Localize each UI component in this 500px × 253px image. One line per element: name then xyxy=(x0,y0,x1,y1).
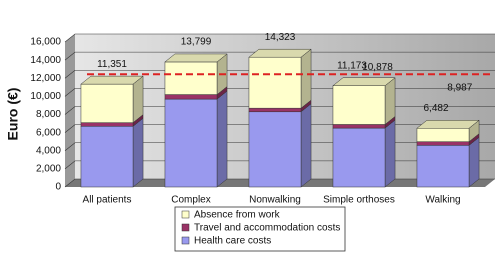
total-label: 11,173 xyxy=(337,60,367,71)
legend-label: Health care costs xyxy=(194,236,271,247)
y-tick-label: 14,000 xyxy=(30,55,61,66)
bar-segment xyxy=(416,128,470,142)
grid-line xyxy=(64,51,495,61)
bar-segment xyxy=(164,98,218,188)
bar-side xyxy=(300,48,312,109)
y-tick-label: 6,000 xyxy=(36,127,61,138)
total-label: 11,351 xyxy=(97,59,127,70)
y-tick-label: 4,000 xyxy=(36,145,61,156)
annotation: 8,987 xyxy=(447,83,472,94)
x-tick-label: Simple orthoses xyxy=(323,195,395,206)
legend-box xyxy=(174,206,346,252)
bar-segment xyxy=(248,107,302,113)
bar-top xyxy=(416,120,480,129)
bar-segment xyxy=(332,124,386,129)
bar-segment xyxy=(80,83,134,123)
y-tick-label: 2,000 xyxy=(36,164,61,175)
legend-swatch xyxy=(181,223,190,232)
total-label: 13,799 xyxy=(181,37,212,48)
y-tick-label: 10,000 xyxy=(30,91,61,102)
legend-swatch xyxy=(181,236,190,245)
bar-segment xyxy=(248,56,302,109)
bar-side xyxy=(468,136,480,188)
y-tick-label: 0 xyxy=(55,182,61,193)
bar-top xyxy=(164,53,228,63)
grid-line xyxy=(64,33,495,43)
bar-segment xyxy=(164,94,218,100)
bar-side xyxy=(384,119,396,188)
total-label: 14,323 xyxy=(265,32,296,43)
total-label: 6,482 xyxy=(423,103,448,114)
y-tick-label: 12,000 xyxy=(30,73,61,84)
bar-side xyxy=(132,117,144,188)
bar-side xyxy=(216,90,228,188)
legend-label: Travel and accommodation costs xyxy=(194,223,340,234)
bar-top xyxy=(248,48,312,58)
y-tick-label: 8,000 xyxy=(36,109,61,120)
legend-swatch xyxy=(181,210,190,219)
bar-segment xyxy=(248,111,302,188)
bar-segment xyxy=(80,126,134,188)
y-axis-label: Euro (€) xyxy=(5,88,21,141)
x-tick-label: All patients xyxy=(83,195,132,206)
bar-segment xyxy=(164,61,218,95)
annotation: 10,878 xyxy=(362,62,393,73)
bar-side xyxy=(300,103,312,188)
x-tick-label: Walking xyxy=(425,195,460,206)
bar-top xyxy=(80,75,144,85)
bar-segment xyxy=(416,145,470,188)
bar-top xyxy=(332,77,396,86)
x-tick-label: Nonwalking xyxy=(249,195,301,206)
bar-segment xyxy=(332,85,386,125)
bar-segment xyxy=(80,122,134,127)
bar-segment xyxy=(332,127,386,188)
x-tick-label: Complex xyxy=(171,195,210,206)
y-tick-label: 16,000 xyxy=(30,37,61,48)
legend-label: Absence from work xyxy=(194,210,281,221)
grid-line xyxy=(64,69,495,79)
bar-segment xyxy=(416,141,470,146)
